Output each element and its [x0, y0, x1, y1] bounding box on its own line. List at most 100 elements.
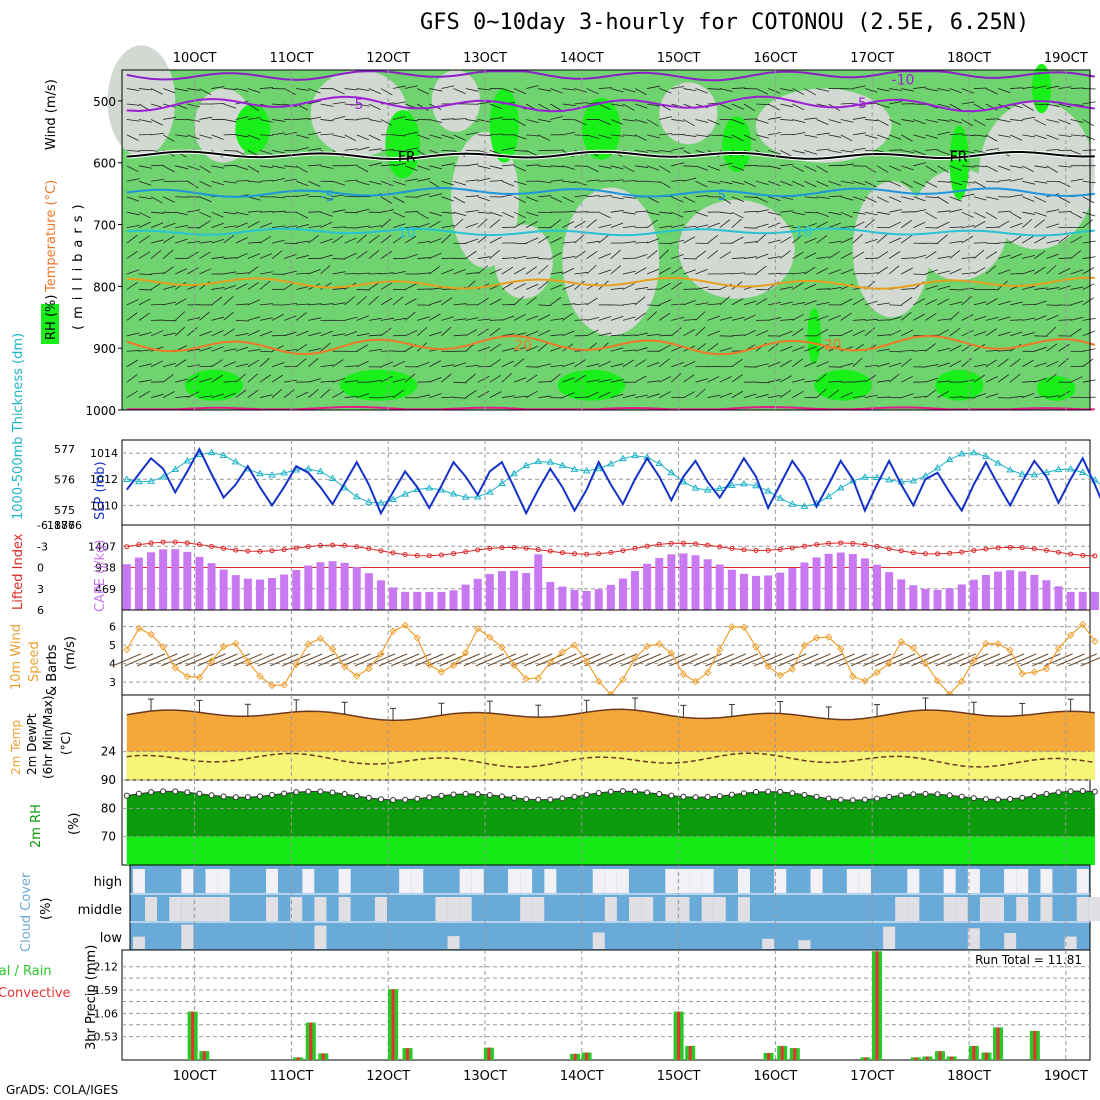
- wind-barb: [634, 253, 648, 259]
- wind-barb: [707, 134, 721, 137]
- wind-barb-10m: [995, 653, 1025, 667]
- wind-barb: [271, 250, 283, 259]
- cloud-clear-cell: [459, 869, 472, 893]
- cloud-clear-cell: [943, 897, 956, 921]
- wind-barb: [768, 211, 781, 216]
- wind-barb: [1034, 266, 1046, 275]
- cape-bar: [945, 588, 954, 610]
- wind-barb: [320, 364, 334, 368]
- wind-barb: [1058, 358, 1069, 368]
- wind-speed-marker: [812, 634, 821, 642]
- cloud-clear-cell: [592, 869, 605, 893]
- wind-barb: [356, 103, 370, 107]
- isotherm-15: [126, 276, 1095, 290]
- wind-barb: [985, 328, 997, 337]
- wind-barb: [925, 148, 939, 151]
- wind-barb: [635, 210, 649, 213]
- precip-convective-bar: [309, 1022, 313, 1060]
- wind-barb: [1022, 103, 1034, 111]
- wind-barb: [1046, 265, 1057, 275]
- rh-marker: [244, 794, 251, 801]
- wind-barb: [731, 257, 745, 259]
- cape-bar: [752, 575, 761, 610]
- wind-barb: [465, 88, 479, 92]
- wind-barb: [247, 330, 260, 337]
- wind-barb: [574, 271, 588, 275]
- wind-barb: [150, 282, 163, 290]
- wind-barb: [150, 222, 164, 229]
- wind-barb: [876, 103, 890, 108]
- wind-barb: [477, 256, 491, 259]
- cape-bar: [134, 557, 143, 610]
- wind-speed-marker: [873, 668, 881, 677]
- slp-panel-frame: [121, 439, 1091, 526]
- wind-barb: [489, 103, 503, 110]
- wind-barb: [683, 165, 697, 167]
- wind-barb: [658, 358, 670, 368]
- wind-barb: [429, 377, 442, 383]
- wind-barb: [743, 196, 757, 198]
- wind-barb: [864, 196, 877, 203]
- wind-barb: [1034, 119, 1047, 126]
- temp-ylabel: 2m Temp 2m DewPt (6hr Min/Max) (°C): [9, 696, 73, 780]
- thickness-marker: [425, 484, 434, 491]
- wind-barb: [332, 226, 346, 229]
- wind-barb: [647, 333, 661, 337]
- wind-barb: [780, 225, 794, 229]
- wind-barb: [671, 147, 685, 151]
- wind-barb: [804, 346, 817, 352]
- wind-barb: [1058, 268, 1071, 275]
- wind-barb: [513, 165, 527, 172]
- wind-barb: [985, 349, 999, 352]
- wind-speed-marker: [1018, 669, 1026, 678]
- wind-barb: [985, 298, 998, 306]
- wind-barb: [332, 194, 346, 198]
- wind-barb: [755, 265, 767, 275]
- precip-convective-bar: [677, 1011, 681, 1060]
- thickness-marker: [135, 477, 143, 485]
- wind-barb: [526, 211, 539, 217]
- wind-speed-marker: [546, 658, 555, 666]
- wind-barb: [1046, 134, 1059, 140]
- rh-label: 2m RH: [29, 804, 44, 848]
- wind-barb: [272, 103, 286, 106]
- wind-barb: [392, 196, 405, 204]
- wind-barb: [162, 391, 175, 398]
- cape-bar: [207, 563, 216, 610]
- precip-convective-bar: [688, 1045, 692, 1060]
- wind-speed-marker: [728, 623, 736, 631]
- wind-barb: [731, 390, 744, 398]
- wind-barb: [187, 267, 199, 275]
- thickness-marker: [231, 457, 240, 465]
- wind-barb: [199, 220, 211, 228]
- wind-barb: [1034, 103, 1048, 106]
- wind-barb: [211, 86, 225, 89]
- wind-barb: [441, 149, 455, 152]
- wind-barb: [852, 298, 865, 306]
- wind-barb: [598, 378, 612, 383]
- wind-barb: [501, 315, 515, 321]
- rh-marker: [874, 795, 881, 802]
- wind-barb-10m: [487, 653, 517, 667]
- thickness-marker: [715, 484, 724, 491]
- wind-barb: [864, 300, 878, 306]
- wind-barb: [405, 226, 419, 229]
- cape-bar: [292, 569, 301, 610]
- wind-barb: [707, 119, 720, 125]
- wind-barb: [126, 350, 140, 352]
- wind-barb: [1058, 165, 1072, 168]
- wind-barb: [695, 211, 709, 217]
- wind-barb: [441, 373, 452, 383]
- wind-barb: [634, 332, 648, 337]
- wind-barb-10m: [862, 653, 892, 667]
- wind-barb: [550, 334, 564, 337]
- wind-barb: [646, 196, 659, 204]
- wind-barb: [864, 318, 878, 321]
- wind-barb: [392, 85, 406, 89]
- precip-convective-bar: [996, 1027, 1000, 1060]
- wind-barb: [949, 226, 963, 229]
- wind-barb: [683, 361, 696, 368]
- wind-barb-10m: [778, 653, 807, 667]
- wind-barb: [296, 88, 310, 91]
- wind-barb: [598, 332, 612, 337]
